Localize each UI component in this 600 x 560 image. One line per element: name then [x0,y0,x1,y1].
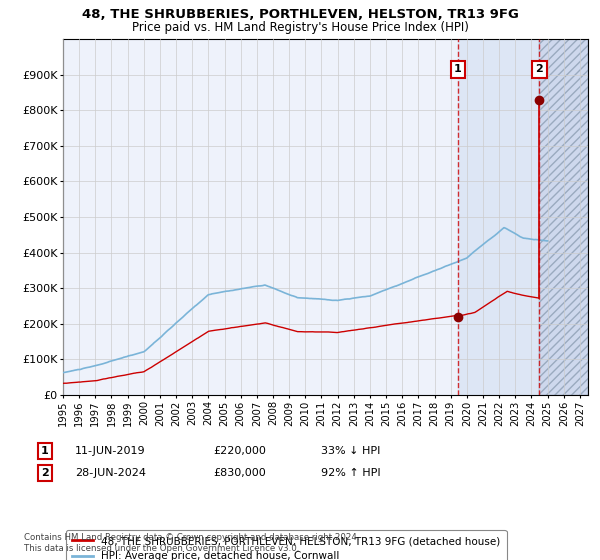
Text: 11-JUN-2019: 11-JUN-2019 [75,446,146,456]
Text: 2: 2 [41,468,49,478]
Text: 92% ↑ HPI: 92% ↑ HPI [321,468,380,478]
Bar [458,39,539,395]
Bar [539,39,588,395]
Text: 28-JUN-2024: 28-JUN-2024 [75,468,146,478]
Legend: 48, THE SHRUBBERIES, PORTHLEVEN, HELSTON, TR13 9FG (detached house), HPI: Averag: 48, THE SHRUBBERIES, PORTHLEVEN, HELSTON… [65,530,506,560]
Text: Contains HM Land Registry data © Crown copyright and database right 2024.
This d: Contains HM Land Registry data © Crown c… [24,533,359,553]
Text: £220,000: £220,000 [213,446,266,456]
Text: £830,000: £830,000 [213,468,266,478]
Text: 1: 1 [41,446,49,456]
Text: 33% ↓ HPI: 33% ↓ HPI [321,446,380,456]
Text: Price paid vs. HM Land Registry's House Price Index (HPI): Price paid vs. HM Land Registry's House … [131,21,469,34]
Text: 48, THE SHRUBBERIES, PORTHLEVEN, HELSTON, TR13 9FG: 48, THE SHRUBBERIES, PORTHLEVEN, HELSTON… [82,8,518,21]
Text: 2: 2 [536,64,543,74]
Bar [539,39,588,395]
Text: 1: 1 [454,64,461,74]
